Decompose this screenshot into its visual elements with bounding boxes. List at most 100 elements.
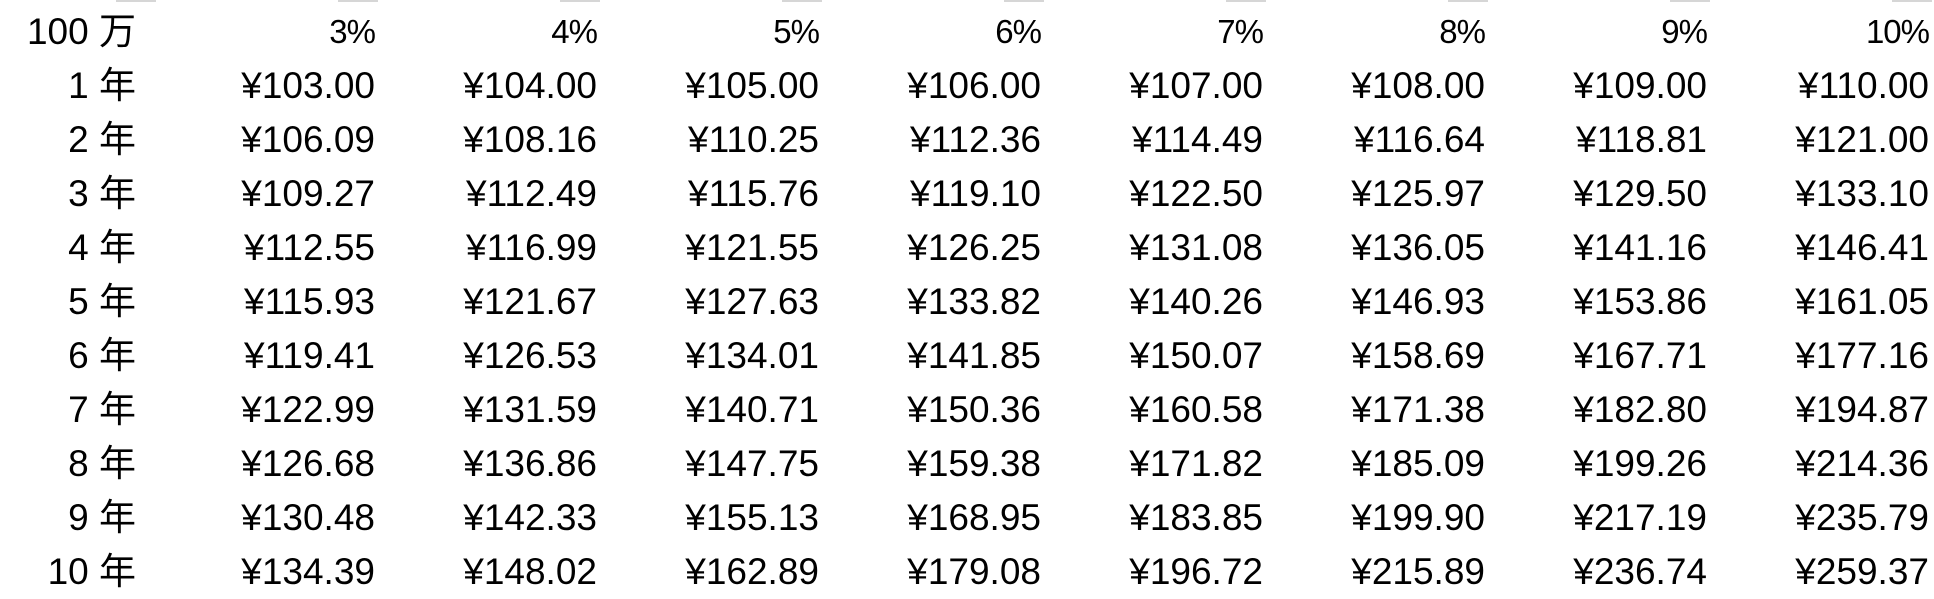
row-label-year[interactable]: 6 年 (68, 335, 136, 376)
column-header-rate[interactable]: 7% (1217, 13, 1264, 50)
value-cell[interactable]: ¥105.00 (685, 65, 819, 106)
value-cell[interactable]: ¥259.37 (1795, 551, 1929, 592)
row-label-year[interactable]: 3 年 (68, 173, 136, 214)
value-cell[interactable]: ¥112.36 (910, 119, 1041, 160)
column-header-rate[interactable]: 9% (1661, 13, 1708, 50)
value-cell[interactable]: ¥171.82 (1129, 443, 1263, 484)
value-cell[interactable]: ¥140.71 (685, 389, 819, 430)
value-cell[interactable]: ¥136.86 (463, 443, 597, 484)
row-label-year[interactable]: 4 年 (68, 227, 136, 268)
row-label-year[interactable]: 2 年 (68, 119, 136, 160)
column-header-rate[interactable]: 6% (995, 13, 1042, 50)
value-cell[interactable]: ¥122.50 (1129, 173, 1263, 214)
row-label-year[interactable]: 1 年 (68, 65, 136, 106)
value-cell[interactable]: ¥134.39 (241, 551, 375, 592)
column-header-rate[interactable]: 3% (329, 13, 376, 50)
value-cell[interactable]: ¥106.09 (241, 119, 375, 160)
value-cell[interactable]: ¥142.33 (463, 497, 597, 538)
value-cell[interactable]: ¥134.01 (685, 335, 819, 376)
value-cell[interactable]: ¥108.00 (1351, 65, 1485, 106)
table-row: 5 年 ¥115.93 ¥121.67 ¥127.63 ¥133.82 ¥140.26 ¥1… (0, 275, 1934, 329)
value-cell[interactable]: ¥109.00 (1573, 65, 1707, 106)
value-cell[interactable]: ¥133.82 (907, 281, 1041, 322)
row-label-year[interactable]: 10 年 (47, 551, 136, 592)
row-label-year[interactable]: 9 年 (68, 497, 136, 538)
value-cell[interactable]: ¥235.79 (1795, 497, 1929, 538)
value-cell[interactable]: ¥107.00 (1129, 65, 1263, 106)
value-cell[interactable]: ¥177.16 (1795, 335, 1929, 376)
value-cell[interactable]: ¥103.00 (241, 65, 375, 106)
value-cell[interactable]: ¥115.93 (244, 281, 375, 322)
value-cell[interactable]: ¥129.50 (1573, 173, 1707, 214)
corner-label[interactable]: 100 万 (26, 11, 136, 52)
value-cell[interactable]: ¥141.85 (907, 335, 1041, 376)
value-cell[interactable]: ¥127.63 (685, 281, 819, 322)
value-cell[interactable]: ¥133.10 (1795, 173, 1929, 214)
value-cell[interactable]: ¥106.00 (907, 65, 1041, 106)
value-cell[interactable]: ¥196.72 (1129, 551, 1263, 592)
value-cell[interactable]: ¥162.89 (685, 551, 819, 592)
value-cell[interactable]: ¥125.97 (1351, 173, 1485, 214)
value-cell[interactable]: ¥171.38 (1351, 389, 1485, 430)
value-cell[interactable]: ¥236.74 (1573, 551, 1707, 592)
value-cell[interactable]: ¥110.25 (688, 119, 819, 160)
value-cell[interactable]: ¥126.53 (463, 335, 597, 376)
value-cell[interactable]: ¥130.48 (241, 497, 375, 538)
value-cell[interactable]: ¥194.87 (1795, 389, 1929, 430)
value-cell[interactable]: ¥131.08 (1129, 227, 1263, 268)
value-cell[interactable]: ¥140.26 (1129, 281, 1263, 322)
row-label-year[interactable]: 5 年 (68, 281, 136, 322)
value-cell[interactable]: ¥167.71 (1573, 335, 1707, 376)
value-cell[interactable]: ¥146.93 (1351, 281, 1485, 322)
value-cell[interactable]: ¥112.49 (466, 173, 597, 214)
value-cell[interactable]: ¥114.49 (1132, 119, 1263, 160)
value-cell[interactable]: ¥214.36 (1795, 443, 1929, 484)
value-cell[interactable]: ¥158.69 (1351, 335, 1485, 376)
value-cell[interactable]: ¥116.99 (466, 227, 597, 268)
value-cell[interactable]: ¥179.08 (907, 551, 1041, 592)
column-header-rate[interactable]: 5% (773, 13, 820, 50)
row-label-year[interactable]: 8 年 (68, 443, 136, 484)
value-cell[interactable]: ¥146.41 (1795, 227, 1929, 268)
value-cell[interactable]: ¥215.89 (1351, 551, 1485, 592)
value-cell[interactable]: ¥121.55 (685, 227, 819, 268)
value-cell[interactable]: ¥119.41 (244, 335, 375, 376)
value-cell[interactable]: ¥153.86 (1573, 281, 1707, 322)
value-cell[interactable]: ¥150.36 (907, 389, 1041, 430)
value-cell[interactable]: ¥183.85 (1129, 497, 1263, 538)
value-cell[interactable]: ¥185.09 (1351, 443, 1485, 484)
value-cell[interactable]: ¥150.07 (1129, 335, 1263, 376)
value-cell[interactable]: ¥122.99 (241, 389, 375, 430)
value-cell[interactable]: ¥118.81 (1576, 119, 1707, 160)
value-cell[interactable]: ¥116.64 (1354, 119, 1485, 160)
column-header-rate[interactable]: 8% (1439, 13, 1486, 50)
value-cell[interactable]: ¥119.10 (910, 173, 1041, 214)
value-cell[interactable]: ¥199.26 (1573, 443, 1707, 484)
value-cell[interactable]: ¥131.59 (463, 389, 597, 430)
value-cell[interactable]: ¥112.55 (244, 227, 375, 268)
value-cell[interactable]: ¥159.38 (907, 443, 1041, 484)
value-cell[interactable]: ¥126.68 (241, 443, 375, 484)
value-cell[interactable]: ¥141.16 (1573, 227, 1707, 268)
value-cell[interactable]: ¥147.75 (685, 443, 819, 484)
value-cell[interactable]: ¥121.00 (1795, 119, 1929, 160)
value-cell[interactable]: ¥126.25 (907, 227, 1041, 268)
value-cell[interactable]: ¥110.00 (1798, 65, 1929, 106)
value-cell[interactable]: ¥168.95 (907, 497, 1041, 538)
value-cell[interactable]: ¥155.13 (685, 497, 819, 538)
value-cell[interactable]: ¥182.80 (1573, 389, 1707, 430)
column-header-rate[interactable]: 4% (551, 13, 598, 50)
value-cell[interactable]: ¥161.05 (1795, 281, 1929, 322)
value-cell[interactable]: ¥148.02 (463, 551, 597, 592)
value-cell[interactable]: ¥160.58 (1129, 389, 1263, 430)
value-cell[interactable]: ¥136.05 (1351, 227, 1485, 268)
column-header-rate[interactable]: 10% (1865, 13, 1930, 50)
row-label-year[interactable]: 7 年 (68, 389, 136, 430)
value-cell[interactable]: ¥115.76 (688, 173, 819, 214)
value-cell[interactable]: ¥104.00 (463, 65, 597, 106)
value-cell[interactable]: ¥121.67 (463, 281, 597, 322)
value-cell[interactable]: ¥217.19 (1573, 497, 1707, 538)
value-cell[interactable]: ¥199.90 (1351, 497, 1485, 538)
value-cell[interactable]: ¥109.27 (241, 173, 375, 214)
value-cell[interactable]: ¥108.16 (463, 119, 597, 160)
